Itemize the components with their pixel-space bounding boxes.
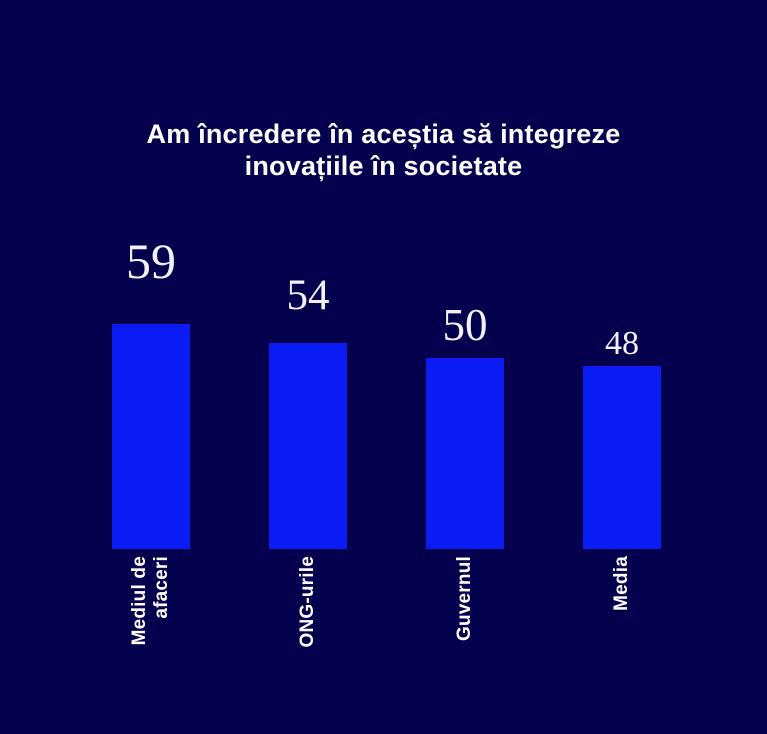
bar <box>112 324 190 549</box>
bar-value-label: 59 <box>126 233 176 289</box>
bar-value-label: 50 <box>442 300 488 350</box>
bar <box>269 343 347 549</box>
category-label: Media <box>611 556 632 611</box>
category-label: ONG-urile <box>297 556 318 648</box>
bar-value-label: 54 <box>286 272 330 319</box>
category-label: Mediul de afaceri <box>129 556 172 646</box>
category-label: Guvernul <box>454 556 475 642</box>
chart-title: Am încredere în aceștia să integreze ino… <box>146 119 621 181</box>
bar-value-label: 48 <box>605 325 639 362</box>
bar <box>426 358 504 549</box>
bar <box>583 366 661 549</box>
